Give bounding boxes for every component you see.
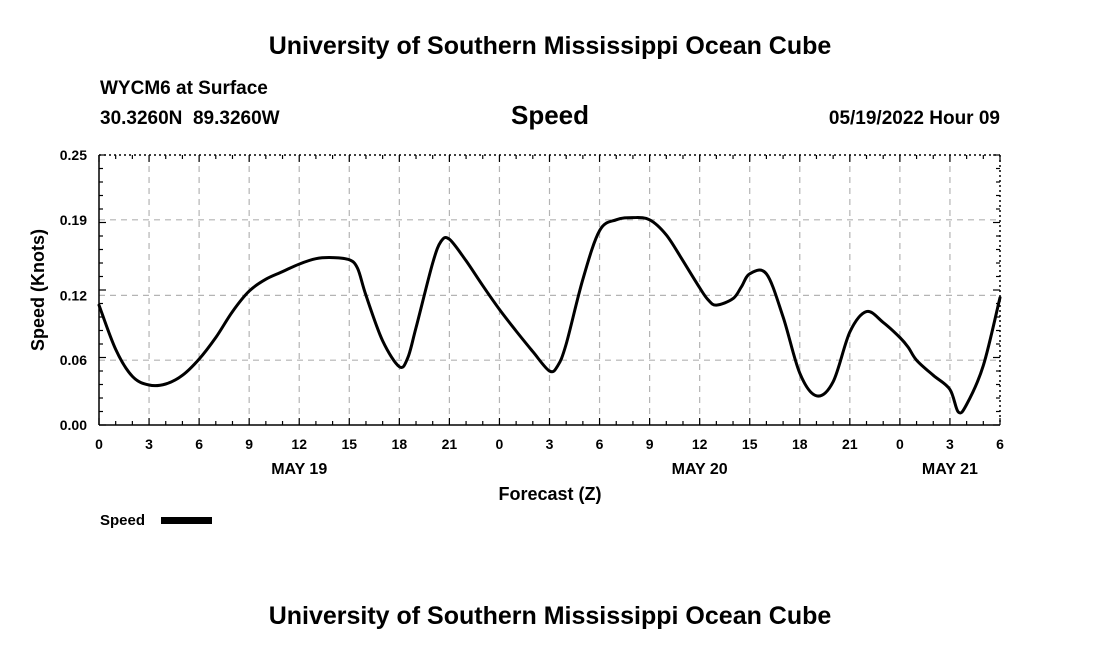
- x-tick-label: 18: [792, 436, 808, 452]
- series-layer: [97, 216, 1002, 415]
- y-tick-label: 0.06: [60, 352, 87, 368]
- legend-swatch: [161, 517, 212, 524]
- date-label: MAY 21: [922, 461, 978, 478]
- x-tick-label: 3: [946, 436, 954, 452]
- x-tick-label: 12: [291, 436, 307, 452]
- x-tick-label: 12: [692, 436, 708, 452]
- tick-labels: 0.00 0.06 0.12 0.19 0.25 0 3 6 9 12 15 18 21 0 3 6 9 12 15…: [60, 147, 1004, 478]
- legend-label: Speed: [100, 512, 145, 529]
- y-tick-label: 0.00: [60, 417, 87, 433]
- x-tick-label: 9: [646, 436, 654, 452]
- coordinates-label: 30.3260N 89.3260W: [100, 108, 280, 129]
- x-tick-label: 3: [546, 436, 554, 452]
- station-label: WYCM6 at Surface: [100, 78, 268, 99]
- date-label: MAY 20: [672, 461, 728, 478]
- y-tick-label: 0.25: [60, 147, 87, 163]
- x-tick-label: 21: [842, 436, 858, 452]
- x-axis-label: Forecast (Z): [498, 484, 601, 504]
- x-tick-label: 3: [145, 436, 153, 452]
- x-tick-label: 15: [742, 436, 758, 452]
- x-tick-label: 18: [392, 436, 408, 452]
- x-tick-label: 9: [245, 436, 253, 452]
- page-title-top: University of Southern Mississippi Ocean…: [269, 32, 832, 60]
- x-tick-label: 6: [195, 436, 203, 452]
- axes: [98, 154, 1001, 426]
- page-title-bottom: University of Southern Mississippi Ocean…: [269, 602, 832, 630]
- y-axis-label: Speed (Knots): [28, 229, 48, 351]
- grid-lines: [99, 155, 1000, 425]
- x-tick-label: 6: [996, 436, 1004, 452]
- x-tick-label: 0: [496, 436, 504, 452]
- x-tick-label: 0: [896, 436, 904, 452]
- x-tick-label: 15: [341, 436, 357, 452]
- chart-title: Speed: [511, 100, 589, 130]
- date-label: MAY 19: [271, 461, 327, 478]
- forecast-datetime: 05/19/2022 Hour 09: [829, 108, 1000, 129]
- x-tick-label: 0: [95, 436, 103, 452]
- x-tick-label: 6: [596, 436, 604, 452]
- x-tick-label: 21: [442, 436, 458, 452]
- y-tick-label: 0.19: [60, 212, 87, 228]
- y-tick-label: 0.12: [60, 287, 87, 303]
- speed-series-line: [97, 216, 1002, 415]
